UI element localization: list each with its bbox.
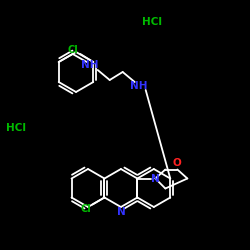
Text: O: O	[173, 158, 182, 168]
Text: Cl: Cl	[80, 204, 91, 214]
Text: HCl: HCl	[142, 17, 162, 27]
Text: NH: NH	[81, 60, 98, 70]
Text: NH: NH	[130, 81, 148, 91]
Text: N: N	[151, 174, 160, 184]
Text: Cl: Cl	[68, 45, 79, 55]
Text: N: N	[116, 207, 125, 217]
Text: HCl: HCl	[6, 123, 26, 133]
